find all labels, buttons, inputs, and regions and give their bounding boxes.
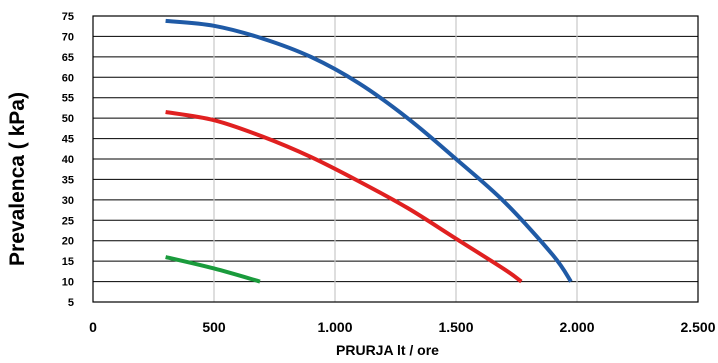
series-line-2 (165, 110, 523, 284)
y-tick-label: 75 (62, 11, 74, 23)
x-axis-title: PRURJA lt / ore (336, 342, 439, 358)
y-tick-label: 25 (62, 215, 74, 227)
y-tick-label: 50 (62, 113, 74, 125)
y-axis-title: Prevalenca ( kPa) (6, 92, 29, 266)
y-tick-label: 5 (68, 297, 74, 309)
y-tick-label: 20 (62, 236, 74, 248)
y-tick-label: 40 (62, 154, 74, 166)
y-tick-label: 35 (62, 174, 74, 186)
y-tick-label: 70 (62, 31, 74, 43)
plot-area-frame (92, 15, 699, 303)
grid-lines (93, 15, 698, 303)
x-tick-label: 500 (202, 319, 226, 335)
y-tick-label: 10 (62, 277, 74, 289)
series-line-3 (165, 255, 261, 284)
x-tick-label: 1.500 (438, 319, 473, 335)
x-axis-tick-labels: 0 500 1.000 1.500 2.000 2.500 (89, 319, 716, 335)
y-tick-label: 15 (62, 256, 74, 268)
y-axis-tick-labels: 5 10 15 20 25 30 35 40 45 50 55 60 65 70 75 (62, 11, 74, 309)
x-tick-label: 1.000 (317, 319, 352, 335)
y-tick-label: 30 (62, 195, 74, 207)
x-tick-label: 2.500 (680, 319, 715, 335)
y-tick-label: 65 (62, 52, 74, 64)
series-lines (165, 18, 573, 284)
y-tick-label: 55 (62, 93, 74, 105)
series-line-1 (165, 18, 573, 283)
x-tick-label: 2.000 (559, 319, 594, 335)
y-tick-label: 60 (62, 72, 74, 84)
x-tick-label: 0 (89, 319, 97, 335)
y-tick-label: 45 (62, 134, 74, 146)
